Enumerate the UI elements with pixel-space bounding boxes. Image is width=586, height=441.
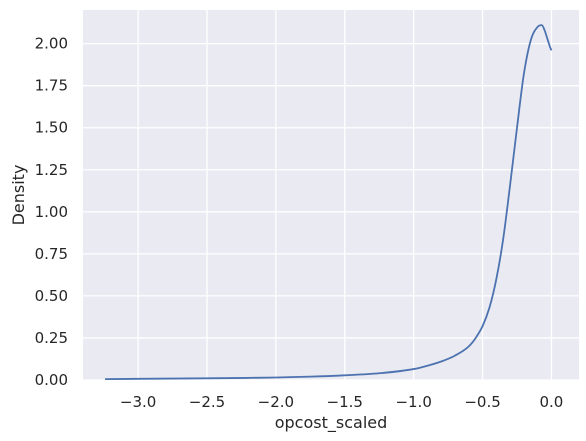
y-ticks: 0.00 0.25 0.50 0.75 1.00 1.25 1.50 1.75 2.00 [35,35,68,389]
y-tick-label: 1.00 [35,203,68,221]
y-tick-label: 1.75 [35,77,68,95]
grid-lines [83,10,579,381]
x-tick-label: −0.5 [464,393,500,411]
y-axis-label: Density [9,165,28,226]
x-tick-label: −3.0 [120,393,156,411]
y-tick-label: 1.50 [35,119,68,137]
y-tick-label: 0.25 [35,329,68,347]
y-tick-label: 0.50 [35,287,68,305]
y-tick-label: 0.75 [35,245,68,263]
density-curve [105,24,553,381]
plot-background [83,10,579,380]
x-tick-label: −2.5 [189,393,225,411]
x-tick-label: −2.0 [258,393,294,411]
x-axis-label: opcost_scaled [275,413,388,433]
y-tick-label: 2.00 [35,35,68,53]
x-tick-label: −1.5 [327,393,363,411]
y-tick-label: 1.25 [35,161,68,179]
x-ticks: −3.0 −2.5 −2.0 −1.5 −1.0 −0.5 0.0 [120,393,563,411]
y-tick-label: 0.00 [35,371,68,389]
x-tick-label: 0.0 [540,393,564,411]
x-tick-label: −1.0 [395,393,431,411]
series-group [105,24,553,381]
